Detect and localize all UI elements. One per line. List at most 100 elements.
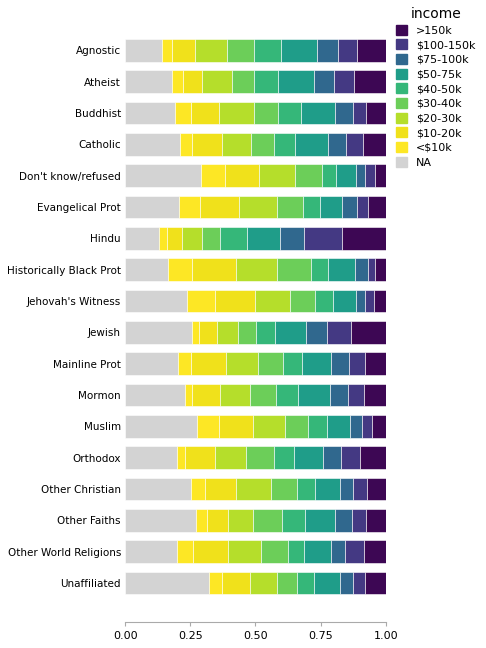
Bar (323, 446, 341, 469)
Bar (285, 415, 308, 437)
Bar (340, 478, 353, 500)
Bar (302, 353, 331, 375)
Bar (205, 478, 236, 500)
Bar (277, 196, 303, 218)
Bar (183, 71, 202, 93)
Bar (199, 321, 217, 343)
Bar (365, 165, 375, 187)
Bar (336, 165, 356, 187)
Bar (192, 133, 222, 156)
Bar (125, 540, 177, 563)
Bar (197, 415, 219, 437)
Bar (125, 321, 192, 343)
Bar (191, 102, 219, 124)
Bar (202, 227, 220, 249)
Bar (177, 446, 185, 469)
Bar (364, 384, 386, 406)
Bar (320, 196, 342, 218)
Bar (274, 133, 295, 156)
Bar (174, 102, 191, 124)
Bar (322, 165, 336, 187)
Bar (180, 133, 192, 156)
Bar (305, 509, 335, 531)
Bar (304, 227, 342, 249)
Bar (220, 227, 246, 249)
Bar (172, 71, 183, 93)
Bar (178, 353, 191, 375)
Bar (125, 290, 187, 312)
Bar (125, 102, 174, 124)
Bar (191, 478, 205, 500)
Bar (290, 290, 314, 312)
Bar (314, 290, 332, 312)
Bar (351, 321, 386, 343)
Bar (278, 102, 301, 124)
Bar (342, 196, 357, 218)
Bar (125, 384, 185, 406)
Bar (169, 259, 192, 281)
Bar (125, 415, 197, 437)
Bar (217, 321, 238, 343)
Bar (349, 353, 364, 375)
Bar (215, 290, 256, 312)
Bar (179, 196, 200, 218)
Bar (192, 321, 199, 343)
Bar (215, 446, 246, 469)
Bar (192, 384, 220, 406)
Bar (202, 71, 232, 93)
Bar (352, 509, 365, 531)
Bar (125, 39, 162, 62)
Bar (354, 71, 386, 93)
Bar (295, 133, 328, 156)
Bar (330, 384, 347, 406)
Bar (246, 227, 280, 249)
Bar (226, 39, 254, 62)
Bar (185, 384, 192, 406)
Bar (239, 196, 277, 218)
Bar (357, 290, 365, 312)
Bar (297, 384, 330, 406)
Bar (125, 165, 201, 187)
Bar (253, 415, 285, 437)
Bar (219, 102, 255, 124)
Bar (346, 133, 363, 156)
Bar (363, 133, 386, 156)
Bar (335, 102, 352, 124)
Bar (182, 227, 202, 249)
Bar (246, 446, 274, 469)
Bar (125, 478, 191, 500)
Bar (125, 196, 179, 218)
Bar (304, 540, 331, 563)
Bar (357, 39, 386, 62)
Bar (256, 290, 290, 312)
Bar (225, 165, 260, 187)
Bar (338, 39, 357, 62)
Legend: >150k, $100-150k, $75-100k, $50-75k, $40-50k, $30-40k, $20-30k, $10-20k, <$10k, : >150k, $100-150k, $75-100k, $50-75k, $40… (394, 5, 478, 170)
Bar (328, 259, 355, 281)
Bar (280, 227, 304, 249)
Bar (360, 446, 386, 469)
Bar (185, 446, 215, 469)
Bar (254, 39, 281, 62)
Bar (295, 165, 322, 187)
Bar (251, 133, 274, 156)
Bar (191, 353, 226, 375)
Bar (232, 71, 254, 93)
Bar (167, 227, 182, 249)
Bar (236, 478, 271, 500)
Bar (366, 102, 386, 124)
Bar (222, 133, 251, 156)
Bar (278, 71, 314, 93)
Bar (328, 133, 346, 156)
Bar (254, 71, 278, 93)
Bar (347, 384, 364, 406)
Bar (365, 572, 386, 594)
Bar (341, 572, 353, 594)
Bar (187, 290, 215, 312)
Bar (297, 478, 315, 500)
Bar (364, 353, 386, 375)
Bar (200, 196, 239, 218)
Bar (125, 259, 169, 281)
Bar (236, 259, 278, 281)
Bar (294, 446, 323, 469)
